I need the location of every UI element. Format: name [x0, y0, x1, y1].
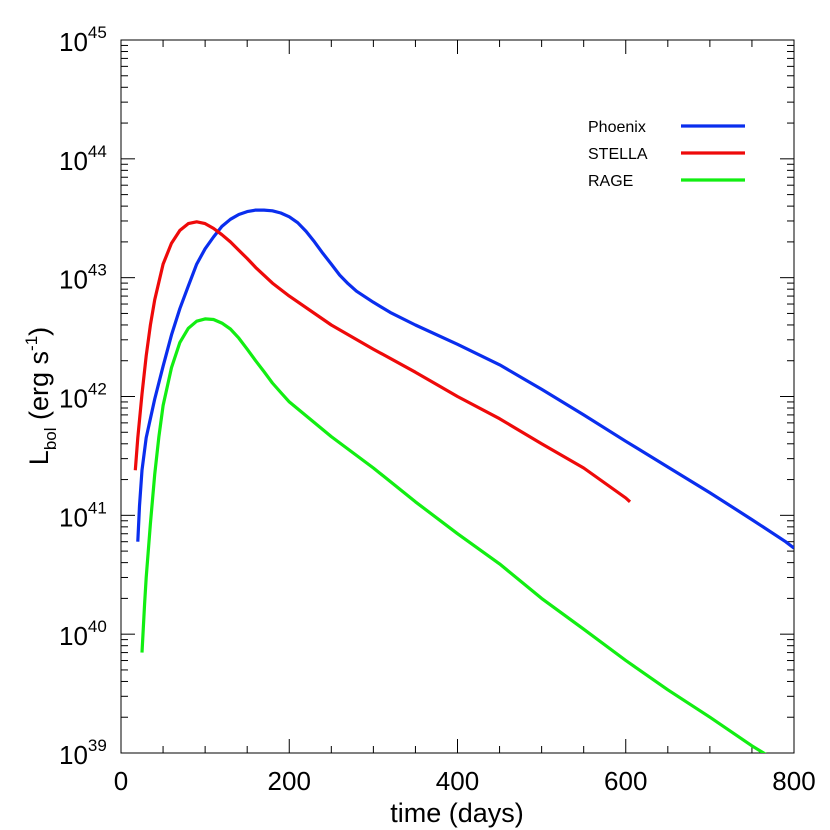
y-tick-label-base: 10 — [59, 502, 88, 532]
x-axis-title: time (days) — [390, 798, 524, 828]
legend-label-stella: STELLA — [588, 146, 648, 163]
y-tick-label-exponent: 43 — [88, 261, 107, 280]
x-tick-label: 800 — [772, 766, 815, 796]
y-tick-label: 1041 — [59, 498, 107, 532]
y-tick-label-base: 10 — [59, 265, 88, 295]
y-axis-title-unit: (erg s — [24, 351, 54, 428]
y-tick-label: 1043 — [59, 261, 107, 295]
y-tick-label-base: 10 — [59, 621, 88, 651]
legend-label-rage: RAGE — [588, 173, 633, 190]
y-tick-label-base: 10 — [59, 384, 88, 414]
y-tick-label-base: 10 — [59, 27, 88, 57]
series-line-stella — [133, 220, 632, 503]
y-tick-label: 1045 — [59, 23, 107, 57]
y-tick-label-exponent: 39 — [88, 736, 107, 755]
x-tick-label: 0 — [114, 766, 128, 796]
x-tick-labels: 0 200 400 600 800 — [114, 766, 816, 796]
y-tick-label-exponent: 40 — [88, 617, 107, 636]
legend-label-phoenix: Phoenix — [588, 119, 646, 136]
series-line-rage — [140, 317, 767, 753]
y-tick-label-exponent: 44 — [88, 142, 107, 161]
y-tick-label-exponent: 42 — [88, 380, 107, 399]
x-tick-label: 200 — [268, 766, 311, 796]
y-tick-label-exponent: 41 — [88, 498, 107, 517]
y-tick-label-base: 10 — [59, 740, 88, 770]
y-tick-label-base: 10 — [59, 146, 88, 176]
x-tick-label: 600 — [604, 766, 647, 796]
y-tick-label: 1040 — [59, 617, 107, 651]
axis-ticks — [120, 39, 795, 754]
y-tick-label-exponent: 45 — [88, 23, 107, 42]
legend: Phoenix STELLA RAGE — [588, 119, 745, 190]
y-axis-title-unit-exponent: -1 — [22, 336, 41, 351]
series-lines — [133, 208, 794, 753]
y-tick-label: 1044 — [59, 142, 107, 176]
y-tick-label: 1039 — [59, 736, 107, 770]
y-axis-title-main: L — [24, 450, 54, 465]
x-tick-label: 400 — [436, 766, 479, 796]
y-axis-title: Lbol (erg s-1) — [22, 327, 60, 465]
y-axis-title-unit-close: ) — [24, 327, 54, 336]
y-axis-title-subscript: bol — [41, 427, 60, 450]
y-tick-label: 1042 — [59, 380, 107, 414]
series-line-phoenix — [136, 208, 794, 550]
